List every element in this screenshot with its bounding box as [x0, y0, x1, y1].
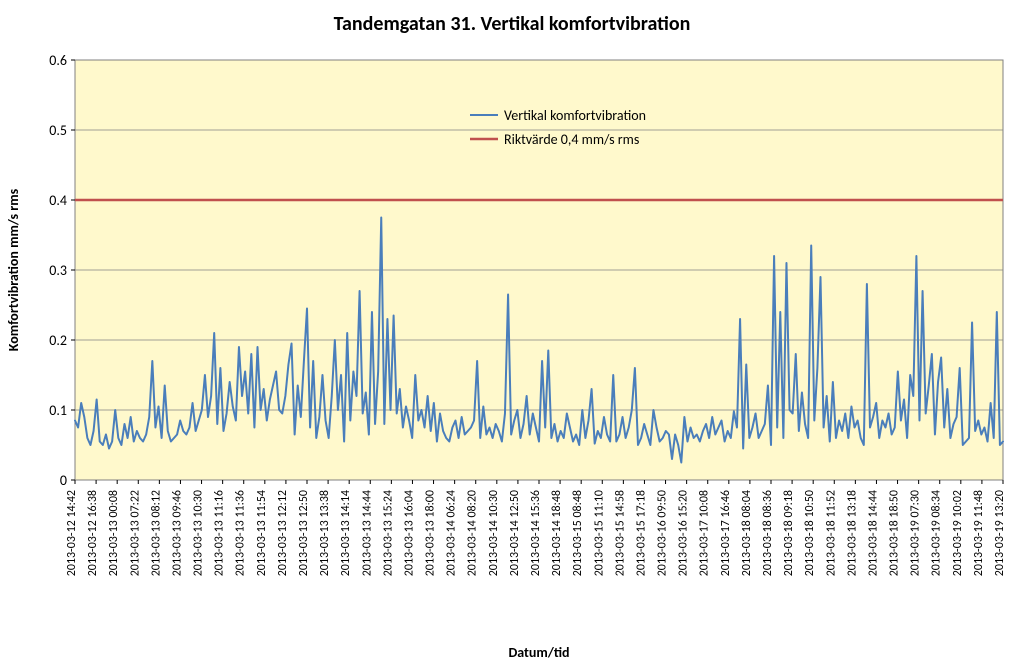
x-tick-label: 2013-03-19 11:48	[972, 490, 986, 576]
x-tick-label: 2013-03-13 11:36	[234, 490, 248, 576]
x-tick-label: 2013-03-13 12:12	[276, 490, 290, 576]
y-tick-label: 0.2	[49, 332, 67, 349]
x-tick-label: 2013-03-17 10:08	[698, 490, 712, 576]
x-tick-label: 2013-03-13 15:24	[381, 490, 395, 576]
x-tick-label: 2013-03-19 13:20	[993, 490, 1007, 576]
x-tick-label: 2013-03-13 18:00	[424, 490, 438, 576]
x-tick-label: 2013-03-14 15:36	[529, 490, 543, 576]
x-tick-label: 2013-03-18 14:44	[866, 490, 880, 576]
x-tick-label: 2013-03-19 07:30	[909, 490, 923, 576]
x-tick-label: 2013-03-13 14:14	[339, 490, 353, 576]
x-tick-label: 2013-03-18 08:04	[740, 490, 754, 576]
x-tick-label: 2013-03-13 08:12	[149, 490, 163, 576]
x-tick-label: 2013-03-14 06:24	[445, 490, 459, 576]
x-tick-label: 2013-03-18 10:50	[803, 490, 817, 576]
x-tick-label: 2013-03-13 11:16	[213, 490, 227, 576]
x-tick-label: 2013-03-13 07:22	[128, 490, 142, 576]
y-tick-label: 0.1	[49, 402, 67, 419]
x-tick-label: 2013-03-19 08:34	[930, 490, 944, 576]
x-tick-label: 2013-03-18 11:52	[824, 490, 838, 576]
chart-container: Tandemgatan 31. Vertikal komfortvibratio…	[0, 0, 1024, 669]
y-axis-label: Komfortvibration mm/s rms	[5, 188, 22, 351]
y-tick-label: 0	[60, 472, 67, 489]
chart-title: Tandemgatan 31. Vertikal komfortvibratio…	[334, 12, 691, 36]
x-tick-label: 2013-03-14 08:20	[466, 490, 480, 576]
x-tick-label: 2013-03-15 08:48	[571, 490, 585, 576]
x-tick-label: 2013-03-14 12:50	[508, 490, 522, 576]
chart-svg: Tandemgatan 31. Vertikal komfortvibratio…	[0, 0, 1024, 669]
x-tick-label: 2013-03-13 09:46	[170, 490, 184, 576]
x-tick-label: 2013-03-13 00:08	[107, 490, 121, 576]
x-tick-label: 2013-03-18 18:50	[888, 490, 902, 576]
x-tick-label: 2013-03-15 11:10	[592, 490, 606, 576]
y-tick-label: 0.3	[49, 262, 67, 279]
x-tick-label: 2013-03-15 14:58	[613, 490, 627, 576]
x-tick-label: 2013-03-17 16:46	[719, 490, 733, 576]
x-tick-label: 2013-03-14 18:48	[550, 490, 564, 576]
x-tick-label: 2013-03-12 14:42	[65, 490, 79, 576]
y-tick-label: 0.6	[49, 52, 67, 69]
x-tick-label: 2013-03-13 13:38	[318, 490, 332, 576]
x-tick-label: 2013-03-13 10:30	[192, 490, 206, 576]
x-tick-label: 2013-03-16 09:50	[656, 490, 670, 576]
x-tick-label: 2013-03-13 11:54	[255, 490, 269, 576]
x-tick-label: 2013-03-16 15:20	[677, 490, 691, 576]
x-tick-label: 2013-03-18 09:18	[782, 490, 796, 576]
x-tick-label: 2013-03-18 13:18	[845, 490, 859, 576]
x-tick-label: 2013-03-13 16:04	[402, 490, 416, 576]
y-tick-label: 0.5	[49, 122, 67, 139]
x-tick-label: 2013-03-13 12:50	[297, 490, 311, 576]
x-tick-label: 2013-03-18 08:36	[761, 490, 775, 576]
legend-item-2: Riktvärde 0,4 mm/s rms	[504, 131, 639, 148]
x-tick-label: 2013-03-19 10:02	[951, 490, 965, 576]
y-tick-label: 0.4	[49, 192, 67, 209]
x-tick-label: 2013-03-15 17:18	[634, 490, 648, 576]
x-tick-label: 2013-03-12 16:38	[86, 490, 100, 576]
x-tick-label: 2013-03-14 10:30	[487, 490, 501, 576]
x-tick-label: 2013-03-13 14:44	[360, 490, 374, 576]
x-axis-label: Datum/tid	[508, 644, 569, 661]
legend-item-1: Vertikal komfortvibration	[504, 107, 646, 124]
